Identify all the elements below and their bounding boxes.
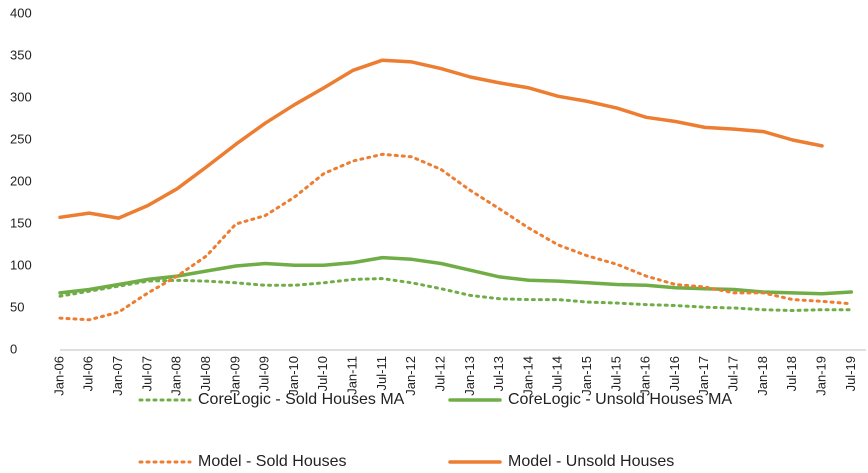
x-tick-label: Jul-10 xyxy=(315,356,330,391)
x-tick-label: Jul-12 xyxy=(432,356,447,391)
y-tick-label: 300 xyxy=(10,89,32,104)
legend-label: CoreLogic - Unsold Houses MA xyxy=(508,391,732,408)
legend-label: Model - Sold Houses xyxy=(198,453,347,470)
x-tick-label: Jan-12 xyxy=(403,356,418,396)
x-tick-label: Jul-07 xyxy=(139,356,154,391)
x-tick-label: Jan-15 xyxy=(579,356,594,396)
y-tick-label: 250 xyxy=(10,131,32,146)
x-tick-label: Jul-17 xyxy=(726,356,741,391)
x-tick-label: Jan-07 xyxy=(110,356,125,396)
x-tick-label: Jul-13 xyxy=(491,356,506,391)
x-tick-label: Jan-17 xyxy=(696,356,711,396)
series-line xyxy=(58,277,853,312)
legend-label: Model - Unsold Houses xyxy=(508,453,674,470)
x-tick-label: Jan-13 xyxy=(462,356,477,396)
x-tick-label: Jul-09 xyxy=(257,356,272,391)
x-tick-label: Jul-18 xyxy=(784,356,799,391)
x-tick-label: Jul-11 xyxy=(374,356,389,390)
series-line xyxy=(58,58,824,220)
x-tick-label: Jul-15 xyxy=(608,356,623,391)
y-tick-label: 200 xyxy=(10,173,32,188)
y-tick-label: 100 xyxy=(10,257,32,272)
x-tick-label: Jan-06 xyxy=(51,356,66,396)
series-line xyxy=(58,255,854,296)
x-tick-label: Jan-16 xyxy=(638,356,653,396)
x-tick-label: Jul-14 xyxy=(550,356,565,391)
x-tick-label: Jul-16 xyxy=(667,356,682,391)
x-tick-label: Jan-09 xyxy=(227,356,242,396)
y-tick-label: 50 xyxy=(10,299,24,314)
x-tick-label: Jan-19 xyxy=(813,356,828,396)
x-tick-label: Jan-08 xyxy=(169,356,184,396)
x-tick-label: Jan-10 xyxy=(286,356,301,396)
y-tick-label: 400 xyxy=(10,5,32,20)
x-tick-label: Jul-06 xyxy=(81,356,96,391)
x-tick-label: Jan-18 xyxy=(755,356,770,396)
y-tick-label: 150 xyxy=(10,215,32,230)
y-tick-label: 0 xyxy=(10,341,17,356)
x-tick-label: Jan-14 xyxy=(520,356,535,396)
x-tick-label: Jul-08 xyxy=(198,356,213,391)
y-tick-label: 350 xyxy=(10,47,32,62)
x-tick-label: Jul-19 xyxy=(843,356,858,391)
x-tick-label: Jan-11 xyxy=(345,356,360,395)
series-line xyxy=(58,152,853,322)
legend-label: CoreLogic - Sold Houses MA xyxy=(198,391,405,408)
